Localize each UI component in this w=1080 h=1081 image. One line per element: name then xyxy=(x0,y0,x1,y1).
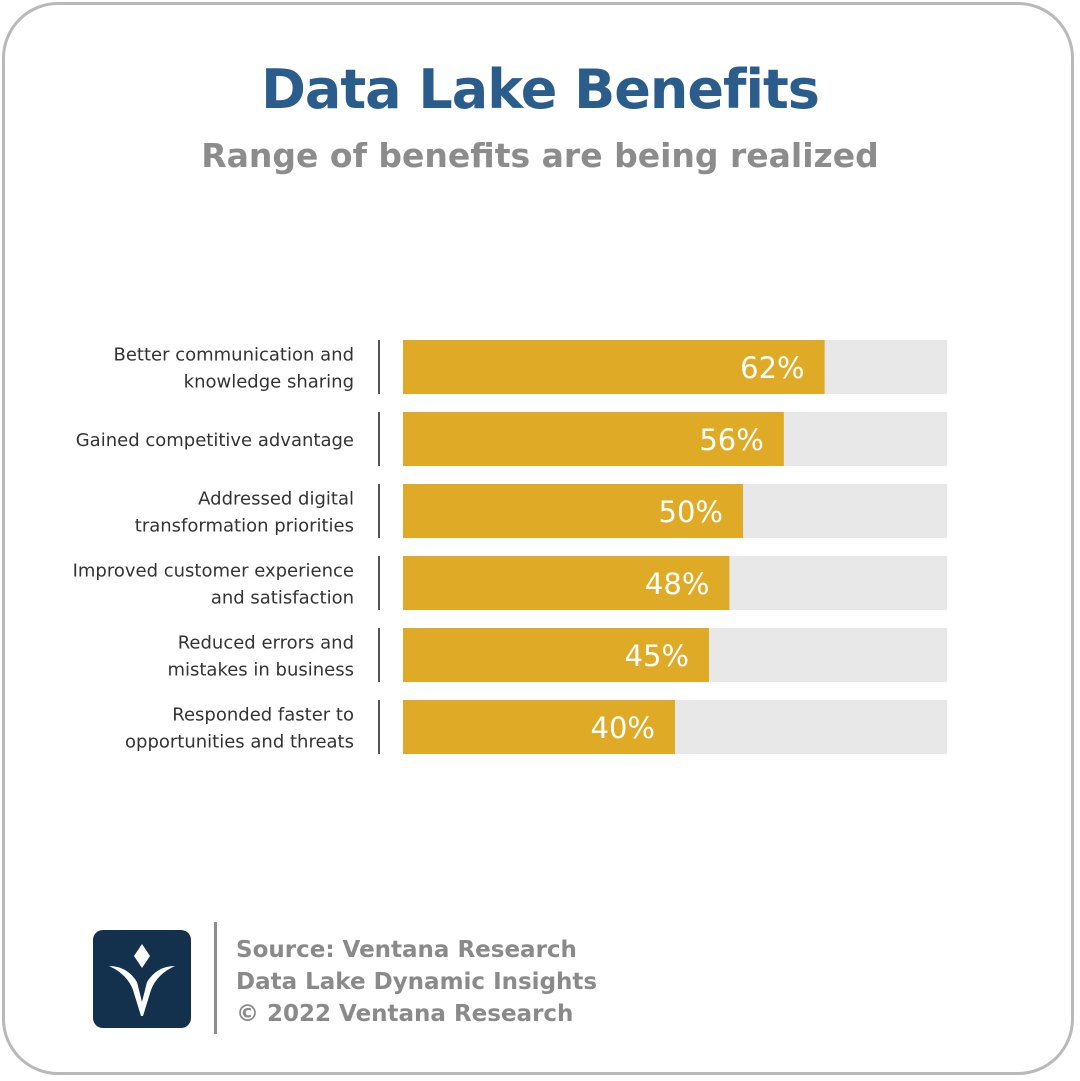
category-tick xyxy=(378,556,380,610)
bar-value-label: 48% xyxy=(645,567,709,601)
footer-line-report: Data Lake Dynamic Insights xyxy=(236,969,598,995)
category-tick xyxy=(378,340,380,394)
bar xyxy=(403,700,675,754)
category-tick xyxy=(378,484,380,538)
category-label: Gained competitive advantage xyxy=(76,430,354,451)
footer-source: Source: Ventana Research Data Lake Dynam… xyxy=(236,934,597,1030)
bar xyxy=(403,340,825,394)
footer-line-copyright: © 2022 Ventana Research xyxy=(236,1001,574,1027)
category-label: Improved customer experience xyxy=(73,561,354,582)
category-tick xyxy=(378,700,380,754)
category-tick xyxy=(378,412,380,466)
category-label: mistakes in business xyxy=(167,660,354,681)
category-label: transformation priorities xyxy=(135,516,354,537)
category-label: and satisfaction xyxy=(211,588,354,609)
category-label: knowledge sharing xyxy=(184,372,354,393)
bar-value-label: 40% xyxy=(591,711,655,745)
bar-chart: 62% Better communication and knowledge sha… xyxy=(73,340,947,754)
category-label: Addressed digital xyxy=(198,489,354,510)
category-label: Better communication and xyxy=(113,345,354,366)
category-label: Reduced errors and xyxy=(178,633,354,654)
footer-line-source: Source: Ventana Research xyxy=(236,937,577,963)
bar-value-label: 62% xyxy=(740,351,804,385)
bar xyxy=(403,484,743,538)
bar xyxy=(403,412,784,466)
category-label: Responded faster to xyxy=(172,705,354,726)
chart-title: Data Lake Benefits xyxy=(261,58,820,121)
ventana-logo-icon xyxy=(93,930,191,1028)
bar xyxy=(403,556,730,610)
footer-divider xyxy=(214,922,217,1034)
bar-value-label: 50% xyxy=(659,495,723,529)
category-tick xyxy=(378,628,380,682)
bar-value-label: 56% xyxy=(699,423,763,457)
chart-subtitle: Range of benefits are being realized xyxy=(201,136,879,175)
bar-value-label: 45% xyxy=(625,639,689,673)
category-label: opportunities and threats xyxy=(125,732,354,753)
bar xyxy=(403,628,709,682)
